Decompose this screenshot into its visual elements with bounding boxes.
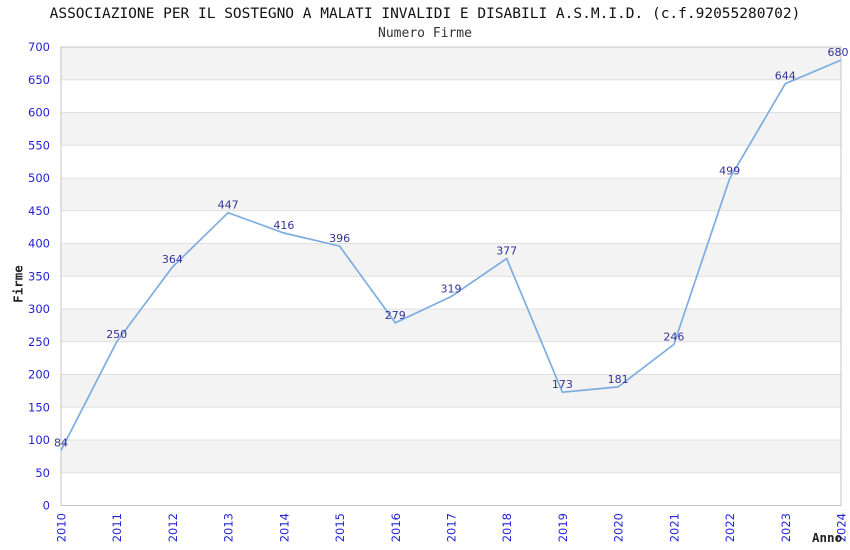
data-label: 416 [273,219,294,232]
plot-band [61,309,841,342]
plot-band [61,47,841,80]
data-label: 447 [218,199,239,212]
data-label: 377 [496,245,517,258]
plot-band [61,178,841,211]
y-tick-label: 150 [28,400,50,414]
y-tick-label: 300 [28,302,50,316]
data-label: 680 [828,46,849,59]
y-tick-label: 50 [35,466,50,480]
data-label: 499 [719,165,740,178]
x-tick-label: 2024 [835,513,849,542]
plot-band [61,374,841,408]
data-label: 84 [54,437,68,450]
data-label: 250 [106,328,127,341]
plot-band [61,440,841,473]
x-tick-label: 2011 [110,513,124,542]
data-label: 181 [608,373,629,386]
x-tick-label: 2015 [333,513,347,542]
y-tick-label: 250 [28,335,50,349]
x-axis-title: Anno [812,530,843,545]
x-tick-label: 2021 [667,513,681,542]
x-tick-label: 2018 [500,513,514,542]
y-tick-label: 600 [28,106,50,120]
x-tick-label: 2012 [166,513,180,542]
data-label: 246 [663,330,684,343]
y-tick-label: 450 [28,204,50,218]
y-tick-label: 350 [28,269,50,283]
x-tick-label: 2020 [612,513,626,542]
chart-title: ASSOCIAZIONE PER IL SOSTEGNO A MALATI IN… [49,6,801,22]
x-tick-label: 2010 [55,513,69,542]
y-tick-label: 400 [28,237,50,251]
plot-band [61,112,841,146]
y-tick-label: 0 [43,499,50,513]
x-tick-label: 2016 [389,513,403,542]
data-label: 173 [552,378,573,391]
x-tick-label: 2013 [222,513,236,542]
y-tick-label: 200 [28,368,50,382]
y-tick-label: 650 [28,73,50,87]
x-tick-label: 2019 [556,513,570,542]
y-axis-title: Firme [10,265,26,303]
data-label: 319 [441,283,462,296]
data-label: 396 [329,232,350,245]
x-tick-label: 2017 [445,513,459,542]
x-tick-label: 2023 [779,513,793,542]
data-label: 279 [385,309,406,322]
chart-subtitle: Numero Firme [378,26,472,41]
y-tick-label: 500 [28,171,50,185]
series-line [60,59,842,451]
y-tick-label: 100 [28,433,50,447]
y-tick-label: 550 [28,138,50,152]
x-tick-label: 2014 [277,513,291,542]
data-label: 644 [775,70,796,83]
x-tick-label: 2022 [723,513,737,542]
plot-border [60,46,842,506]
y-tick-label: 700 [28,40,50,54]
data-label: 364 [162,253,183,266]
